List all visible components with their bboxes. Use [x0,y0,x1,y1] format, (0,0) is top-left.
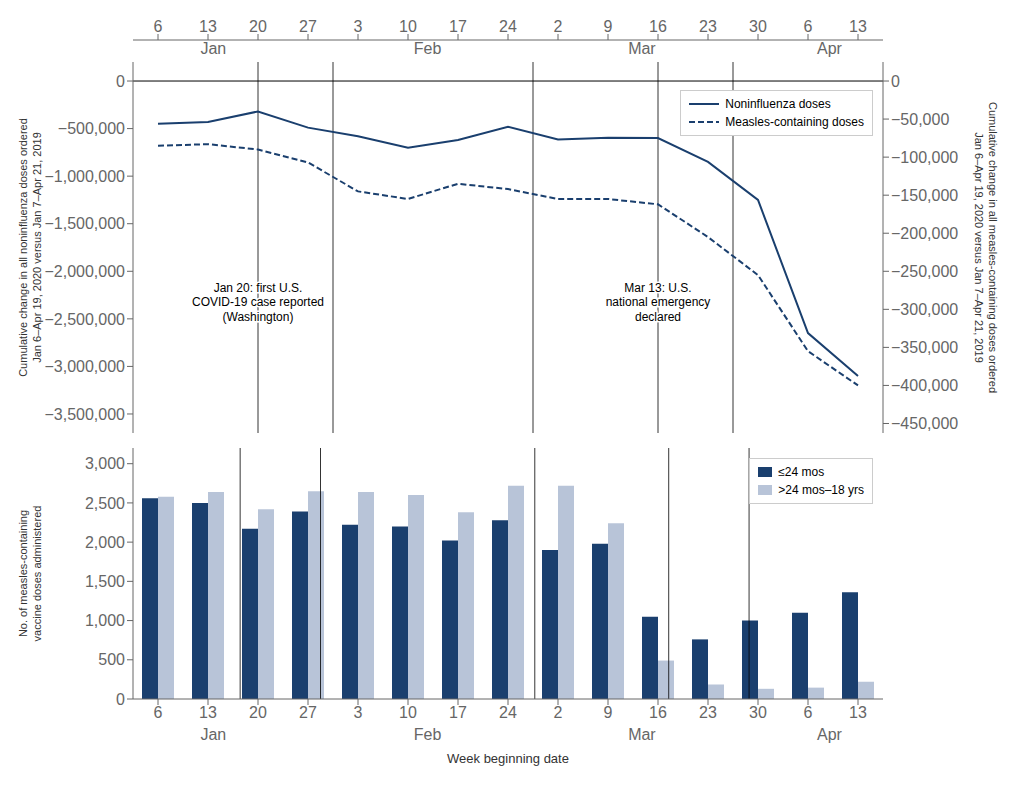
svg-text:Apr: Apr [817,40,843,57]
svg-text:6: 6 [154,704,163,721]
svg-text:6: 6 [804,18,813,35]
svg-text:Jan: Jan [200,726,226,743]
svg-text:Cumulative change in all nonin: Cumulative change in all noninfluenza do… [17,118,42,377]
html-text:Noninfluenza doses: Noninfluenza doses [725,97,831,111]
html-text:≤24 mos: ≤24 mos [778,465,825,479]
svg-text:6: 6 [154,18,163,35]
svg-text:Week beginning date: Week beginning date [447,751,569,766]
svg-text:−250,000: −250,000 [891,263,958,280]
svg-text:Feb: Feb [414,726,442,743]
svg-text:6: 6 [804,704,813,721]
svg-text:Mar: Mar [628,40,656,57]
svg-text:16: 16 [649,704,667,721]
svg-text:−3,000,000: −3,000,000 [44,358,125,375]
svg-text:16: 16 [649,18,667,35]
svg-text:Mar 13: U.S.national emergency: Mar 13: U.S.national emergencydeclared [606,281,711,324]
html-text:>24 mos–18 yrs: >24 mos–18 yrs [778,483,864,497]
svg-text:27: 27 [299,704,317,721]
svg-text:−150,000: −150,000 [891,187,958,204]
svg-text:Feb: Feb [414,40,442,57]
svg-text:Cumulative change in all measl: Cumulative change in all measles-contain… [973,102,998,393]
svg-text:23: 23 [699,18,717,35]
svg-text:2,000: 2,000 [85,534,125,551]
svg-text:Apr: Apr [817,726,843,743]
svg-text:13: 13 [849,18,867,35]
svg-text:−3,500,000: −3,500,000 [44,406,125,423]
svg-text:9: 9 [604,704,613,721]
svg-text:13: 13 [849,704,867,721]
svg-text:20: 20 [249,18,267,35]
svg-text:Jan: Jan [200,40,226,57]
svg-text:−100,000: −100,000 [891,149,958,166]
svg-text:10: 10 [399,704,417,721]
svg-text:27: 27 [299,18,317,35]
svg-text:23: 23 [699,704,717,721]
svg-text:0: 0 [891,73,900,90]
svg-text:−400,000: −400,000 [891,377,958,394]
svg-text:Jan 20: first U.S.COVID-19 cas: Jan 20: first U.S.COVID-19 case reported… [192,281,324,324]
svg-text:24: 24 [499,704,517,721]
svg-text:0: 0 [116,73,125,90]
svg-text:30: 30 [749,704,767,721]
svg-text:−2,000,000: −2,000,000 [44,263,125,280]
svg-text:13: 13 [199,704,217,721]
svg-text:−1,500,000: −1,500,000 [44,215,125,232]
svg-text:No. of measles-containingvacci: No. of measles-containingvaccine doses a… [17,506,42,642]
svg-text:0: 0 [116,691,125,708]
svg-text:−50,000: −50,000 [891,111,949,128]
svg-text:Mar: Mar [628,726,656,743]
svg-text:24: 24 [499,18,517,35]
svg-text:10: 10 [399,18,417,35]
svg-text:3: 3 [354,18,363,35]
html-text:Measles-containing doses: Measles-containing doses [725,115,864,129]
svg-text:−500,000: −500,000 [58,120,125,137]
svg-text:17: 17 [449,18,467,35]
svg-text:2: 2 [554,704,563,721]
svg-text:3: 3 [354,704,363,721]
svg-text:−2,500,000: −2,500,000 [44,311,125,328]
svg-text:500: 500 [98,651,125,668]
svg-text:1,500: 1,500 [85,573,125,590]
svg-text:17: 17 [449,704,467,721]
svg-text:−350,000: −350,000 [891,339,958,356]
svg-text:1,000: 1,000 [85,612,125,629]
svg-text:−1,000,000: −1,000,000 [44,168,125,185]
svg-text:9: 9 [604,18,613,35]
svg-text:3,000: 3,000 [85,455,125,472]
svg-text:−300,000: −300,000 [891,301,958,318]
svg-text:30: 30 [749,18,767,35]
svg-text:−200,000: −200,000 [891,225,958,242]
svg-text:−450,000: −450,000 [891,415,958,432]
svg-text:13: 13 [199,18,217,35]
svg-text:2: 2 [554,18,563,35]
svg-text:2,500: 2,500 [85,495,125,512]
svg-text:20: 20 [249,704,267,721]
